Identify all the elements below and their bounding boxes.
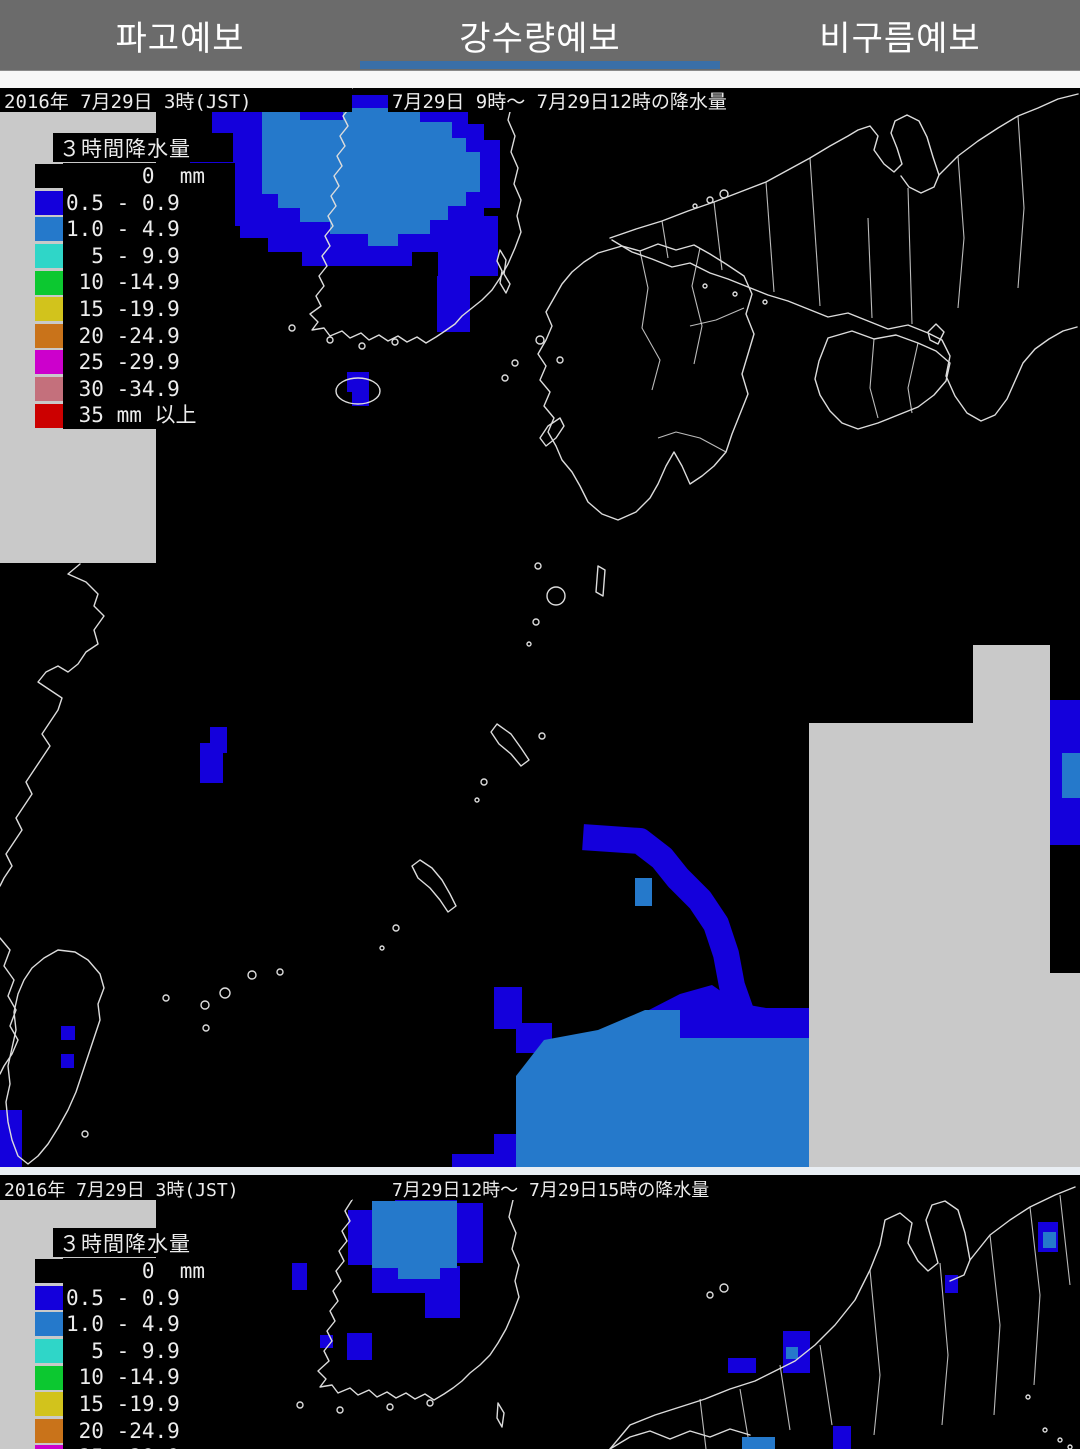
legend-row-label: 10 -14.9	[63, 1364, 235, 1391]
kyushu-coastline	[501, 243, 755, 521]
legend-row-label: 15 -19.9	[63, 1390, 235, 1418]
legend-title: ３時間降水量	[53, 133, 233, 162]
rain-cells-taiwan	[0, 1026, 75, 1167]
map-period: 7月29日12時～ 7月29日15時の降水量	[388, 1178, 714, 1201]
legend-row: 25 -29.9	[35, 1444, 235, 1449]
legend-color-swatch	[35, 297, 63, 322]
legend-row-label: 20 -24.9	[63, 322, 235, 350]
legend-row: 15 -19.9	[35, 295, 235, 323]
timestamp-text: 2016年 7月29日 3時(JST)	[4, 90, 252, 113]
legend-row: 0 mm	[35, 1258, 235, 1285]
legend-row: 0.5 - 0.9	[35, 1284, 235, 1312]
legend-row-label: 5 - 9.9	[63, 1337, 235, 1365]
korea-coastline	[288, 88, 564, 405]
legend-color-swatch	[35, 1365, 63, 1390]
legend-row: 1.0 - 4.9	[35, 216, 235, 243]
map-timestamp: 2016年 7月29日 3時(JST)	[0, 1178, 352, 1201]
rain-cells-right-edge	[1050, 700, 1080, 845]
tab-rain-cloud-forecast[interactable]: 비구름예보	[720, 0, 1080, 70]
legend-color-swatch	[35, 403, 63, 428]
rain-cells-pacific-blob	[452, 824, 809, 1167]
precipitation-map-09-12[interactable]: 2016年 7月29日 3時(JST) 7月29日 9時～ 7月29日12時の降…	[0, 88, 1080, 1167]
period-text: 7月29日 9時～ 7月29日12時の降水量	[392, 90, 727, 113]
top-tab-bar: 파고예보 강수량예보 비구름예보	[0, 0, 1080, 70]
legend-row-label: 35 mm 以上	[63, 402, 235, 429]
legend-color-swatch	[35, 1418, 63, 1443]
legend-row-label: 15 -19.9	[63, 295, 235, 323]
legend-color-swatch	[35, 270, 63, 295]
active-tab-underline	[360, 61, 720, 69]
timestamp-text: 2016年 7月29日 3時(JST)	[4, 1180, 239, 1201]
legend-row: 35 mm 以上	[35, 402, 235, 429]
legend-row-label: 30 -34.9	[63, 375, 235, 403]
legend-row-label: 1.0 - 4.9	[63, 216, 235, 243]
legend-row-label: 5 - 9.9	[63, 242, 235, 270]
ryukyu-islands	[162, 562, 606, 1032]
legend-row-label: 0.5 - 0.9	[63, 189, 235, 217]
precipitation-map-12-15[interactable]: 2016年 7月29日 3時(JST) 7月29日12時～ 7月29日15時の降…	[0, 1175, 1080, 1449]
legend-color-swatch	[35, 1392, 63, 1417]
tab-label: 강수량예보	[459, 19, 621, 58]
legend-color-swatch	[35, 1445, 63, 1449]
legend-color-swatch	[35, 1285, 63, 1310]
legend-color-swatch	[35, 377, 63, 402]
legend-color-swatch	[35, 217, 63, 242]
legend-row-label: 25 -29.9	[63, 349, 235, 376]
honshu-coastline	[609, 1186, 1076, 1449]
legend-row: 10 -14.9	[35, 1364, 235, 1391]
shikoku-coastline	[814, 330, 951, 430]
legend-rows: 0 mm 0.5 - 0.9 1.0 - 4.9 5 - 9.9	[35, 163, 235, 429]
map-timestamp: 2016年 7月29日 3時(JST)	[0, 88, 352, 113]
legend-row-label: 10 -14.9	[63, 269, 235, 296]
legend-row: 0 mm	[35, 163, 235, 190]
period-text: 7月29日12時～ 7月29日15時の降水量	[392, 1180, 710, 1201]
tab-wave-forecast[interactable]: 파고예보	[0, 0, 360, 70]
tab-precipitation-forecast[interactable]: 강수량예보	[360, 0, 720, 70]
legend-rows: 0 mm 0.5 - 0.9 1.0 - 4.9 5 - 9.9	[35, 1258, 235, 1449]
legend-color-swatch	[35, 244, 63, 269]
legend-color-swatch	[35, 190, 63, 215]
china-coastline	[0, 563, 105, 1075]
honshu-coastline	[609, 93, 1079, 422]
legend-row: 10 -14.9	[35, 269, 235, 296]
taiwan-coastline	[5, 949, 105, 1165]
legend-color-swatch	[35, 1259, 63, 1284]
separator-strip	[0, 70, 1080, 88]
legend-row: 20 -24.9	[35, 1417, 235, 1445]
legend-row: 5 - 9.9	[35, 1337, 235, 1365]
legend-row: 25 -29.9	[35, 349, 235, 376]
legend-row-label: 0 mm	[63, 1258, 235, 1285]
legend-row-label: 20 -24.9	[63, 1417, 235, 1445]
rain-cells-yellow-sea	[200, 727, 227, 783]
legend-color-swatch	[35, 1312, 63, 1337]
legend-row: 30 -34.9	[35, 375, 235, 403]
map-period: 7月29日 9時～ 7月29日12時の降水量	[388, 88, 731, 113]
legend-row-label: 25 -29.9	[63, 1444, 235, 1449]
korea-coastline	[296, 1199, 520, 1428]
map-gap	[0, 1167, 1080, 1175]
legend-row: 1.0 - 4.9	[35, 1311, 235, 1338]
legend-row-label: 1.0 - 4.9	[63, 1311, 235, 1338]
legend-color-swatch	[35, 323, 63, 348]
legend-color-swatch	[35, 350, 63, 375]
map-graphic	[0, 88, 1080, 1167]
legend-row-label: 0 mm	[63, 163, 235, 190]
legend-row: 15 -19.9	[35, 1390, 235, 1418]
legend-row: 20 -24.9	[35, 322, 235, 350]
legend-color-swatch	[35, 1339, 63, 1364]
legend-row: 5 - 9.9	[35, 242, 235, 270]
legend-row-label: 0.5 - 0.9	[63, 1284, 235, 1312]
rain-cells-korea-blob	[175, 95, 500, 406]
legend-color-swatch	[35, 164, 63, 189]
rain-cells-japan	[728, 1222, 1058, 1449]
tab-label: 파고예보	[115, 19, 245, 58]
tab-label: 비구름예보	[819, 19, 981, 58]
legend-title: ３時間降水量	[53, 1228, 233, 1257]
rain-cells-korea-blob	[292, 1185, 483, 1360]
legend-row: 0.5 - 0.9	[35, 189, 235, 217]
